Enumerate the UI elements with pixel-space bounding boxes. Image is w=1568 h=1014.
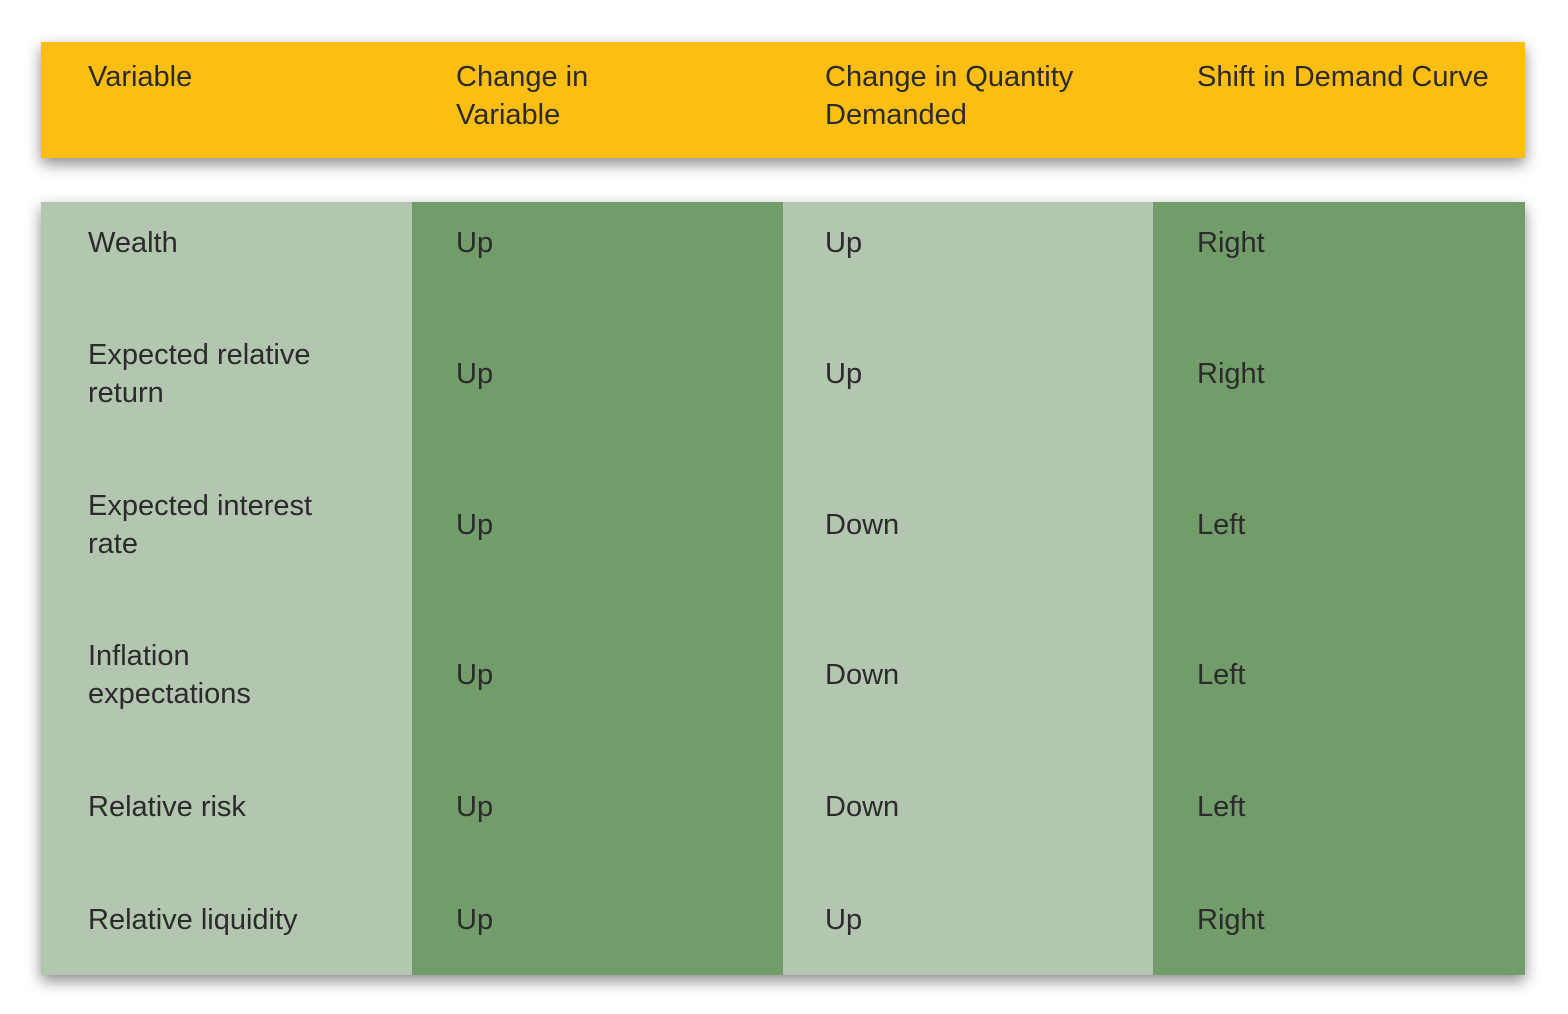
table-body: [41, 202, 1525, 975]
header-cell: Variable: [88, 61, 193, 93]
table-cell: Down: [825, 509, 900, 541]
header-cell: Shift in Demand Curve: [1197, 61, 1489, 93]
table-cell: Relative risk: [88, 791, 246, 823]
table-header: [41, 42, 1525, 158]
table-cell: Left: [1197, 791, 1246, 823]
table-cell: Down: [825, 659, 900, 691]
table-cell: Right: [1197, 227, 1265, 259]
table-cell: Up: [456, 358, 494, 390]
table-cell: Expected interest rate: [88, 490, 313, 560]
header-cell: Change in Variable: [456, 61, 589, 131]
table-cell: Inflation expectations: [88, 640, 251, 710]
table-cell: Relative liquidity: [88, 904, 298, 936]
table-cell: Right: [1197, 358, 1265, 390]
table-cell: Up: [825, 358, 863, 390]
header-cell: Change in Quantity Demanded: [825, 61, 1074, 131]
table-cell: Left: [1197, 509, 1246, 541]
table-cell: Down: [825, 791, 900, 823]
table-cell: Expected relative return: [88, 339, 311, 409]
table-cell: Up: [456, 659, 494, 691]
table-cell: Up: [456, 227, 494, 259]
column-band: [1153, 202, 1525, 975]
column-band: [41, 202, 412, 975]
table-cell: Up: [825, 227, 863, 259]
table-cell: Right: [1197, 904, 1265, 936]
table-cell: Up: [456, 904, 494, 936]
table-cell: Up: [825, 904, 863, 936]
table-cell: Left: [1197, 659, 1246, 691]
table-cell: Up: [456, 509, 494, 541]
table-cell: Up: [456, 791, 494, 823]
column-band: [412, 202, 783, 975]
table-cell: Wealth: [88, 227, 178, 259]
column-band: [783, 202, 1153, 975]
